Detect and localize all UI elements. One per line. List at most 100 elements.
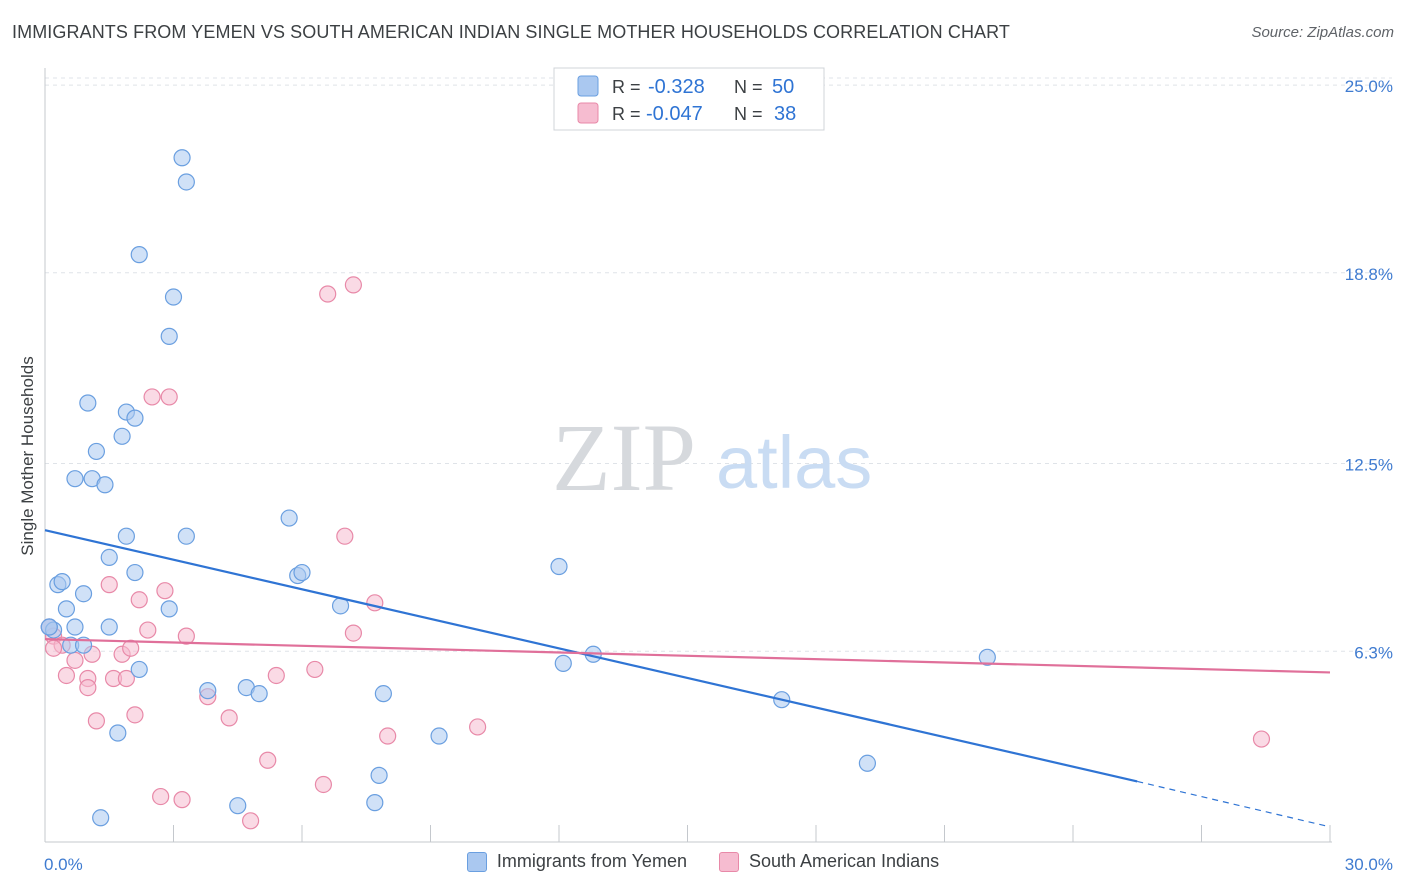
yemen-point-16 <box>100 548 118 566</box>
yemen-point-8 <box>113 427 131 445</box>
south-american-indians-point-19 <box>122 639 140 657</box>
south-american-indians-point-28 <box>126 706 144 724</box>
south-american-indians-point-15 <box>44 639 63 657</box>
yemen-point-20 <box>293 563 311 582</box>
yemen-point-40 <box>374 685 392 703</box>
yemen-point-1 <box>177 173 195 191</box>
stats-legend-n-label-1: N = <box>734 77 763 97</box>
yemen-point-4 <box>160 327 178 345</box>
south-american-indians-point-37 <box>173 791 191 809</box>
yemen-point-3 <box>164 288 183 306</box>
south-american-indians-point-26 <box>79 678 97 697</box>
south-american-indians-point-31 <box>469 718 487 736</box>
south-american-indians-point-9 <box>139 621 157 639</box>
yemen-point-10 <box>66 470 84 488</box>
south-american-indians-point-11 <box>177 627 195 645</box>
legend-swatch-blue <box>466 851 487 872</box>
yemen-point-36 <box>130 660 148 679</box>
south-american-indians-point-22 <box>57 666 76 685</box>
south-american-indians-point-33 <box>1252 730 1271 748</box>
south-american-indians-point-6 <box>156 582 174 600</box>
yemen-trend-extension <box>1137 780 1331 828</box>
south-american-indians-point-36 <box>152 787 170 806</box>
series-south-american-indians <box>40 276 1271 830</box>
trend-lines <box>44 529 1331 828</box>
tick-labels: 6.3% 12.5% 18.8% 25.0% 0.0% 30.0% <box>44 77 1393 874</box>
yemen-point-0 <box>173 149 191 167</box>
stats-legend-swatch-blue <box>577 75 599 97</box>
yemen-point-13 <box>280 509 298 527</box>
yemen-point-48 <box>92 809 110 827</box>
stats-legend-box <box>553 67 825 131</box>
stats-legend-r-label-2: R = <box>612 104 641 124</box>
yemen-point-35 <box>554 654 572 672</box>
yemen-point-17 <box>550 557 568 576</box>
chart-title: IMMIGRANTS FROM YEMEN VS SOUTH AMERICAN … <box>12 22 1011 42</box>
south-american-indians-point-10 <box>344 624 362 642</box>
legend-item-south-american-indians[interactable]: South American Indians <box>718 851 940 872</box>
yemen-point-39 <box>250 685 268 703</box>
y-tick-label-3: 25.0% <box>1345 77 1393 96</box>
series-legend: Immigrants from Yemen South American Ind… <box>0 851 1406 872</box>
legend-label-south-american-indians: South American Indians <box>748 851 940 871</box>
series-immigrants-from-yemen <box>40 149 996 827</box>
watermark-zip: ZIP <box>552 404 696 511</box>
stats-legend-n-label-2: N = <box>734 104 763 124</box>
yemen-point-45 <box>370 766 388 784</box>
y-tick-label-0: 6.3% <box>1354 643 1393 662</box>
source-label: Source: ZipAtlas.com <box>1251 24 1394 41</box>
yemen-point-22 <box>53 573 71 591</box>
yemen-point-14 <box>117 527 135 545</box>
stats-legend: R = -0.328 N = 50 R = -0.047 N = 38 <box>553 67 825 131</box>
south-american-indians-point-29 <box>87 712 106 730</box>
south-american-indians-point-3 <box>143 388 161 406</box>
yemen-point-12 <box>96 476 114 494</box>
yemen-point-2 <box>130 246 148 264</box>
south-american-indians-point-25 <box>117 669 135 688</box>
south-american-indians-point-2 <box>160 388 178 406</box>
south-american-indians-point-5 <box>100 576 118 594</box>
yemen-point-29 <box>66 618 84 636</box>
south-american-indians-point-30 <box>220 709 238 727</box>
south-american-indians-point-38 <box>242 812 260 830</box>
yemen-point-23 <box>74 585 93 603</box>
stats-legend-swatch-pink <box>577 102 599 124</box>
yemen-point-24 <box>57 600 76 618</box>
axes <box>44 68 1332 843</box>
south-american-indians-point-7 <box>130 591 148 609</box>
yemen-point-46 <box>229 797 247 815</box>
yemen-point-9 <box>87 442 106 461</box>
grid-lines <box>45 77 1392 652</box>
legend-swatch-pink <box>718 851 739 872</box>
x-tick-label-1: 30.0% <box>1345 855 1393 874</box>
yemen-point-47 <box>366 794 384 812</box>
y-tick-label-2: 18.8% <box>1345 265 1393 284</box>
yemen-point-42 <box>109 724 127 742</box>
watermark-atlas: atlas <box>716 421 872 504</box>
legend-item-yemen[interactable]: Immigrants from Yemen <box>466 851 687 872</box>
yemen-point-44 <box>858 754 877 772</box>
south-american-indians-point-20 <box>306 660 324 679</box>
south-american-indians-point-1 <box>344 276 362 294</box>
yemen-point-38 <box>199 682 217 700</box>
south-american-indians-point-18 <box>66 651 84 669</box>
x-tick-label-0: 0.0% <box>44 855 83 874</box>
stats-legend-n-value-1: 50 <box>772 76 794 98</box>
y-tick-label-1: 12.5% <box>1345 456 1393 475</box>
yemen-point-43 <box>430 727 448 745</box>
yemen-point-18 <box>126 563 144 582</box>
south-american-indians-point-0 <box>319 285 337 303</box>
legend-label-yemen: Immigrants from Yemen <box>496 851 687 871</box>
south-american-indians-point-21 <box>267 666 285 685</box>
yemen-point-34 <box>978 648 996 666</box>
yemen-point-5 <box>79 394 97 412</box>
south-american-indians-point-34 <box>259 751 277 769</box>
yemen-point-30 <box>100 618 118 636</box>
stats-legend-r-label-1: R = <box>612 77 641 97</box>
stats-legend-r-value-2: -0.047 <box>646 103 703 125</box>
yemen-point-25 <box>160 600 178 618</box>
yemen-point-49 <box>40 618 58 636</box>
yemen-trend-line <box>44 529 1138 783</box>
south-american-indians-point-4 <box>336 527 354 545</box>
